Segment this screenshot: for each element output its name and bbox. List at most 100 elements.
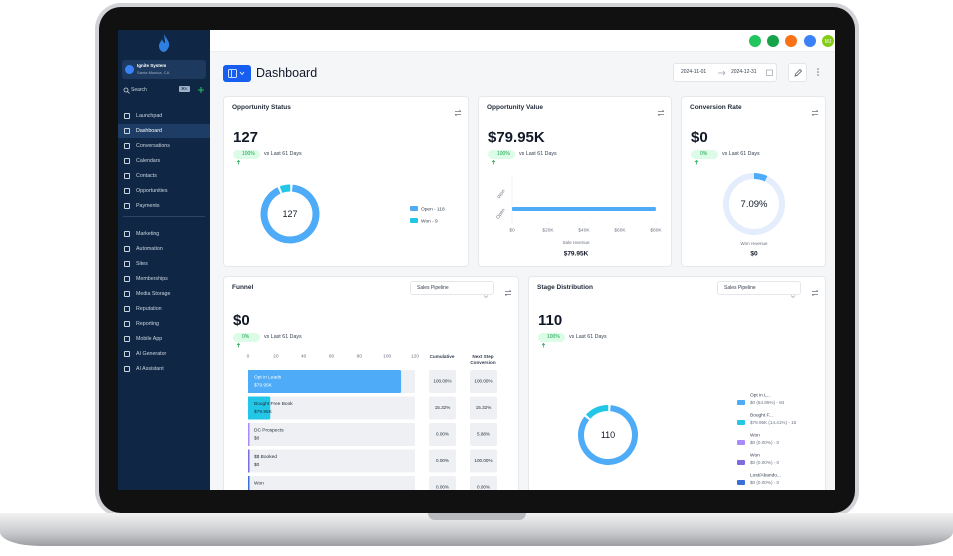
nav-item[interactable]: Memberships [118,272,210,286]
edit-icon [794,69,802,77]
switcher-icon [228,69,245,78]
nav-item[interactable]: AI Assistant [118,362,210,376]
x-tick-label: 40 [301,353,307,359]
up-arrow [236,152,241,165]
dashboard-switcher[interactable] [223,65,251,82]
footer-label: Won revenue [740,241,768,246]
search-input[interactable]: Search [131,87,147,93]
select-value: Sales Pipeline [417,285,449,291]
date-range[interactable]: 2024-11-01 2024-12-31 [673,63,777,82]
notification-icon[interactable] [785,35,797,47]
settings-icon[interactable] [657,104,665,117]
change-value: 100% [242,151,255,157]
period: vs Last 61 Days [722,151,760,157]
legend-swatch [737,420,745,425]
next-conversion: 5.88% [477,432,490,437]
base-notch [428,513,526,520]
nav-icon [124,143,130,149]
nav-item[interactable]: Conversations [118,139,210,153]
change-value: 0% [242,334,250,340]
nav-item[interactable]: Media Storage [118,287,210,301]
stage-accent [248,423,250,446]
cell-bg [429,476,456,490]
nav-icon [124,203,130,209]
nav-label: Memberships [136,275,168,282]
megaphone-icon[interactable] [767,35,779,47]
nav-icon [124,113,130,119]
y-category-label: Open [495,207,507,220]
nav-icon [124,173,130,179]
nav-item[interactable]: Reporting [118,317,210,331]
cell-bg [470,396,497,420]
pipeline-select[interactable]: Sales Pipeline [410,281,494,298]
divider [123,216,205,217]
legend-name: Won [750,452,760,458]
nav-label: AI Generator [136,350,167,357]
nav-icon [124,291,130,297]
arrow-icon [718,70,726,76]
settings-icon[interactable] [454,104,462,117]
cell-bg [470,370,497,393]
nav-item[interactable]: Sites [118,257,210,271]
nav-item[interactable]: AI Generator [118,347,210,361]
call-icon[interactable] [749,35,761,47]
stage-name: Opt in Leads [254,374,282,380]
nav-label: Payments [136,202,160,209]
screen: Ignite System Santa Monica, CA Search ⌘K… [118,30,835,490]
footer-label: Sale revenue [562,240,590,245]
settings-icon[interactable] [811,284,819,297]
nav-item[interactable]: Opportunities [118,184,210,198]
card: Opportunity Value $79.95K 100% vs Last 61 D… [478,96,672,267]
nav-item[interactable]: Dashboard [118,124,210,138]
funnel-bar [248,396,271,420]
page-title: Dashboard [256,66,318,80]
nav-item[interactable]: Mobile App [118,332,210,346]
settings-icon[interactable] [811,104,819,117]
metric-value: $0 [691,129,708,146]
nav-label: Reporting [136,320,159,327]
edit-button[interactable] [788,63,807,82]
stage-name: $$ Booked [254,454,277,460]
avatar[interactable] [822,35,834,47]
account-switcher[interactable]: Ignite System Santa Monica, CA [122,60,206,79]
pipeline-select[interactable]: Sales Pipeline [717,281,801,298]
nav-item[interactable]: Calendars [118,154,210,168]
footer-value: $79.95K [564,251,589,258]
card-title: Stage Distribution [537,284,593,291]
legend-swatch [737,480,745,485]
change-pill: 0% [691,150,718,165]
nav-item[interactable]: Launchpad [118,109,210,123]
nav-icon [124,366,130,372]
nav-item[interactable]: Contacts [118,169,210,183]
nav-item[interactable]: Marketing [118,227,210,241]
column-header: Next Step Conversion [470,354,496,365]
logo [159,34,170,52]
nav-icon [124,128,130,134]
change-pill: 100% [233,150,260,165]
card-title: Funnel [232,284,254,291]
card-chart: $0 $20K $40K $60K $80K Won Open Sale revenue $79… [495,175,662,258]
nav-label: Calendars [136,157,161,164]
nav-label: Mobile App [136,335,163,342]
change-pill: 0% [233,333,260,348]
nav-icon [124,276,130,282]
nav-item[interactable]: Automation [118,242,210,256]
nav-icon [124,231,130,237]
calendar-icon [766,69,773,76]
card-chart: 110 Opt in L... $0 (84.85%) - 94 Bought F..… [578,392,797,485]
legend-swatch [410,218,418,223]
stage-accent [248,449,250,473]
nav-item[interactable]: Reputation [118,302,210,316]
help-icon[interactable] [804,35,816,47]
nav-label: Marketing [136,230,160,237]
legend-detail: $79.95K (14.41%) - 16 [750,420,797,425]
card-title: Opportunity Value [487,104,543,111]
nav-item[interactable]: Payments [118,199,210,213]
metric-value: 110 [538,312,563,329]
legend-detail: $0 (84.85%) - 94 [750,400,785,405]
nav-label: Media Storage [136,290,171,297]
more-button[interactable] [816,67,820,77]
x-tick-label: 20 [273,353,279,359]
settings-icon[interactable] [504,284,512,297]
add-button[interactable] [198,87,204,93]
